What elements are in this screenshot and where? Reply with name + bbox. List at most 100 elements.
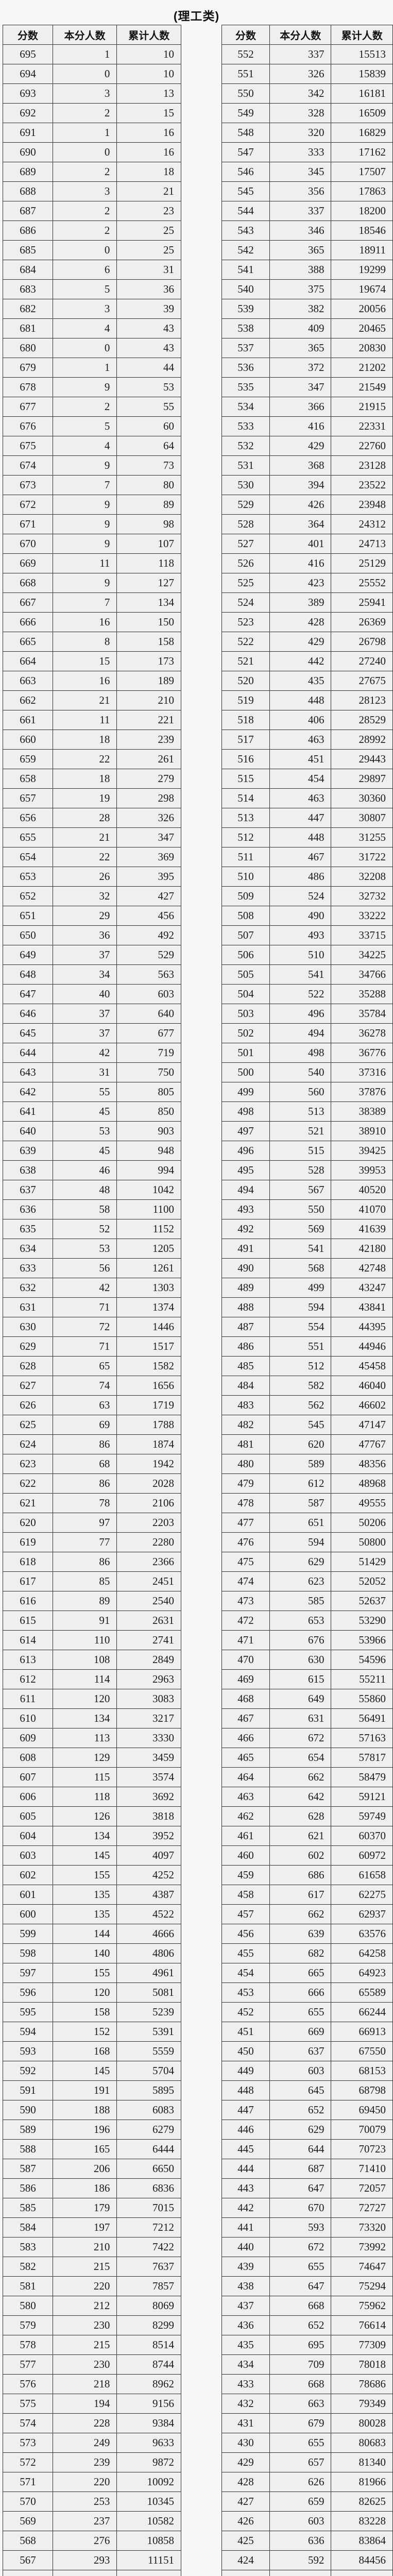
cumulative-cell: 8744 bbox=[116, 2354, 181, 2375]
cumulative-cell: 1582 bbox=[116, 1356, 181, 1376]
cumulative-cell: 82625 bbox=[331, 2492, 393, 2512]
col-header-score: 分数 bbox=[3, 25, 53, 45]
table-row: 675 4 64 bbox=[3, 436, 181, 456]
score-cell: 644 bbox=[3, 1043, 53, 1063]
score-cell: 433 bbox=[221, 2374, 270, 2394]
score-cell: 438 bbox=[221, 2276, 270, 2296]
table-row: 653 26 395 bbox=[3, 867, 181, 887]
count-cell: 56 bbox=[52, 1258, 117, 1278]
cumulative-cell: 10582 bbox=[116, 2511, 181, 2531]
cumulative-cell: 677 bbox=[116, 1023, 181, 1043]
count-cell: 448 bbox=[269, 827, 332, 848]
score-cell: 459 bbox=[221, 1865, 270, 1885]
table-row: 445 644 70723 bbox=[221, 2139, 393, 2159]
score-cell: 570 bbox=[3, 2492, 53, 2512]
cumulative-cell: 158 bbox=[116, 632, 181, 652]
count-cell: 709 bbox=[269, 2354, 332, 2375]
count-cell: 668 bbox=[269, 2296, 332, 2316]
cumulative-cell: 369 bbox=[116, 847, 181, 867]
score-cell: 469 bbox=[221, 1669, 270, 1689]
cumulative-cell: 107 bbox=[116, 534, 181, 554]
score-cell: 651 bbox=[3, 906, 53, 926]
table-row: 610 134 3217 bbox=[3, 1708, 181, 1728]
table-row: 656 28 326 bbox=[3, 808, 181, 828]
cumulative-cell: 16509 bbox=[331, 103, 393, 123]
score-cell: 608 bbox=[3, 1748, 53, 1768]
table-row: 677 2 55 bbox=[3, 397, 181, 417]
cumulative-cell: 50800 bbox=[331, 1532, 393, 1552]
cumulative-cell: 994 bbox=[116, 1160, 181, 1180]
score-cell: 594 bbox=[3, 2022, 53, 2042]
table-row: 452 655 66244 bbox=[221, 2002, 393, 2022]
table-row: 657 19 298 bbox=[3, 788, 181, 808]
count-cell: 42 bbox=[52, 1278, 117, 1298]
col-header-cumulative: 累计人数 bbox=[116, 25, 181, 45]
table-row: 580 212 8069 bbox=[3, 2296, 181, 2316]
cumulative-cell: 51429 bbox=[331, 1552, 393, 1572]
cumulative-cell: 55211 bbox=[331, 1669, 393, 1689]
count-cell: 2 bbox=[52, 221, 117, 241]
table-row: 638 46 994 bbox=[3, 1160, 181, 1180]
score-table-right: 分数 本分人数 累计人数 552 337 15513 551 326 15839 550 34… bbox=[221, 25, 393, 2576]
count-cell: 58 bbox=[52, 1199, 117, 1219]
score-cell: 587 bbox=[3, 2159, 53, 2179]
score-cell: 506 bbox=[221, 945, 270, 965]
score-cell: 530 bbox=[221, 475, 270, 495]
score-cell: 473 bbox=[221, 1591, 270, 1611]
cumulative-cell: 8962 bbox=[116, 2374, 181, 2394]
score-cell: 520 bbox=[221, 671, 270, 691]
cumulative-cell: 2540 bbox=[116, 1591, 181, 1611]
score-cell: 529 bbox=[221, 495, 270, 515]
score-cell: 495 bbox=[221, 1160, 270, 1180]
score-cell: 583 bbox=[3, 2237, 53, 2257]
score-cell: 672 bbox=[3, 495, 53, 515]
table-row: 477 651 50206 bbox=[221, 1513, 393, 1533]
table-row: 469 615 55211 bbox=[221, 1669, 393, 1689]
table-row: 539 382 20056 bbox=[221, 299, 393, 319]
score-cell: 475 bbox=[221, 1552, 270, 1572]
cumulative-cell: 80683 bbox=[331, 2433, 393, 2453]
cumulative-cell: 1942 bbox=[116, 1454, 181, 1474]
count-cell: 652 bbox=[269, 2315, 332, 2335]
score-cell: 524 bbox=[221, 592, 270, 613]
score-cell: 491 bbox=[221, 1239, 270, 1259]
count-cell: 365 bbox=[269, 240, 332, 260]
count-cell: 653 bbox=[269, 1611, 332, 1631]
table-row: 504 522 35288 bbox=[221, 984, 393, 1004]
count-cell: 48 bbox=[52, 1180, 117, 1200]
cumulative-cell: 23128 bbox=[331, 455, 393, 476]
count-cell: 567 bbox=[269, 1180, 332, 1200]
count-cell: 442 bbox=[269, 651, 332, 671]
table-row: 538 409 20465 bbox=[221, 318, 393, 338]
score-cell: 493 bbox=[221, 1199, 270, 1219]
table-row: 689 2 18 bbox=[3, 162, 181, 182]
table-row: 497 521 38910 bbox=[221, 1121, 393, 1141]
cumulative-cell: 2963 bbox=[116, 1669, 181, 1689]
count-cell: 5 bbox=[52, 416, 117, 436]
score-cell: 476 bbox=[221, 1532, 270, 1552]
table-row: 440 672 73992 bbox=[221, 2237, 393, 2257]
score-cell: 686 bbox=[3, 221, 53, 241]
cumulative-cell: 57163 bbox=[331, 1728, 393, 1748]
score-cell: 610 bbox=[3, 1708, 53, 1728]
table-row: 548 320 16829 bbox=[221, 123, 393, 143]
score-cell: 499 bbox=[221, 1082, 270, 1102]
count-cell: 649 bbox=[269, 1689, 332, 1709]
cumulative-cell: 77309 bbox=[331, 2335, 393, 2355]
score-cell: 509 bbox=[221, 886, 270, 906]
table-row: 480 589 48356 bbox=[221, 1454, 393, 1474]
table-row: 534 366 21915 bbox=[221, 397, 393, 417]
score-cell: 477 bbox=[221, 1513, 270, 1533]
cumulative-cell: 4522 bbox=[116, 1904, 181, 1924]
count-cell: 4 bbox=[52, 318, 117, 338]
table-row: 646 37 640 bbox=[3, 1004, 181, 1024]
count-cell: 498 bbox=[269, 1043, 332, 1063]
cumulative-cell: 1152 bbox=[116, 1219, 181, 1239]
table-row: 453 666 65589 bbox=[221, 1982, 393, 2003]
cumulative-cell: 66244 bbox=[331, 2002, 393, 2022]
count-cell: 426 bbox=[269, 495, 332, 515]
table-row: 601 135 4387 bbox=[3, 1885, 181, 1905]
cumulative-cell: 20830 bbox=[331, 338, 393, 358]
cumulative-cell: 35784 bbox=[331, 1004, 393, 1024]
count-cell: 5 bbox=[52, 279, 117, 299]
